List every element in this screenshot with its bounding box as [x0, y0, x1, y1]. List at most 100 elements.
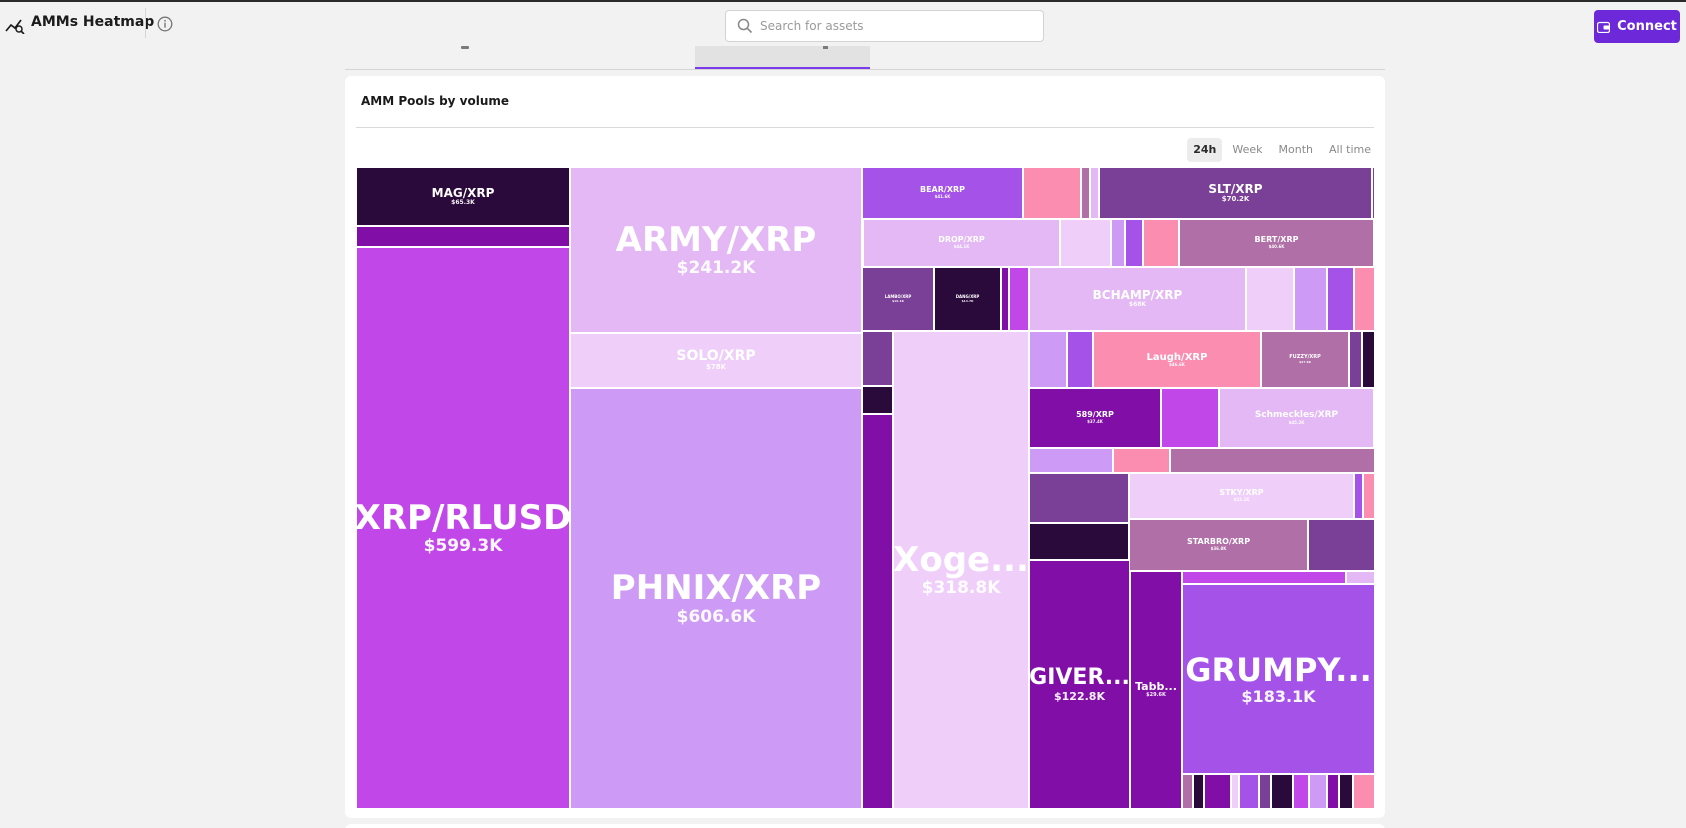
treemap-tile[interactable]: [1009, 267, 1029, 331]
header-divider: [145, 8, 146, 38]
treemap-tile[interactable]: [1308, 519, 1375, 571]
period-all-time[interactable]: All time: [1329, 143, 1371, 156]
tab-strip: [345, 46, 1385, 70]
treemap-tile[interactable]: [1372, 167, 1375, 219]
top-bar: AMMs Heatmap Connect: [0, 2, 1686, 46]
treemap-tile[interactable]: [1067, 331, 1093, 388]
treemap-tile[interactable]: [1293, 774, 1309, 809]
window-top-border: [0, 0, 1686, 2]
treemap-tile[interactable]: [862, 331, 893, 386]
treemap-tile[interactable]: [1125, 219, 1143, 267]
treemap-tile[interactable]: [1161, 388, 1219, 448]
treemap-tile[interactable]: [1259, 774, 1271, 809]
treemap-tile[interactable]: [1111, 219, 1125, 267]
tab-inactive-partial[interactable]: [461, 46, 469, 49]
treemap-tile[interactable]: [1346, 571, 1375, 584]
treemap-tile[interactable]: [1246, 267, 1294, 331]
treemap-tile[interactable]: [1354, 267, 1375, 331]
treemap-tile[interactable]: [1170, 448, 1375, 473]
treemap-tile[interactable]: [1029, 331, 1067, 388]
connect-button[interactable]: Connect: [1594, 10, 1680, 43]
info-icon[interactable]: [157, 16, 173, 32]
treemap-tile[interactable]: [1363, 473, 1375, 519]
period-month[interactable]: Month: [1278, 143, 1313, 156]
pool-name: Laugh/XRP: [1146, 351, 1208, 363]
treemap-tile[interactable]: GRUMPY... $183.1K: [1182, 584, 1375, 774]
treemap-tile[interactable]: [1339, 774, 1353, 809]
pool-name: GIVER...: [1029, 665, 1130, 691]
treemap-tile[interactable]: ARMY/XRP $241.2K: [570, 167, 862, 333]
treemap-tile[interactable]: [1001, 267, 1009, 331]
treemap-tile[interactable]: [1239, 774, 1259, 809]
treemap-tile[interactable]: [1113, 448, 1170, 473]
treemap-tile[interactable]: [1029, 473, 1129, 523]
treemap-tile[interactable]: [356, 226, 570, 247]
treemap-tile[interactable]: [1309, 774, 1327, 809]
treemap-tile[interactable]: [1327, 774, 1339, 809]
next-card-edge: [345, 824, 1385, 828]
pool-name: STKY/XRP: [1219, 488, 1264, 498]
pool-value: $68K: [1128, 301, 1147, 309]
period-24h[interactable]: 24h: [1187, 138, 1223, 162]
treemap-tile[interactable]: [1204, 774, 1231, 809]
treemap-tile[interactable]: [1182, 571, 1346, 584]
treemap-tile[interactable]: [1193, 774, 1204, 809]
treemap-tile[interactable]: 589/XRP $37.4K: [1029, 388, 1161, 448]
treemap-tile[interactable]: [1294, 267, 1327, 331]
treemap-tile[interactable]: GIVER... $122.8K: [1029, 560, 1130, 809]
treemap-tile[interactable]: Xoge... $318.8K: [893, 331, 1029, 809]
treemap-tile[interactable]: Schmeckles/XRP $45.2K: [1219, 388, 1374, 448]
treemap-tile[interactable]: [1349, 331, 1362, 388]
search-box[interactable]: [725, 10, 1044, 42]
treemap-tile[interactable]: FUZZY/XRP $27.6K: [1261, 331, 1349, 388]
treemap-tile[interactable]: DROP/XRP $44.1K: [863, 219, 1060, 267]
treemap-tile[interactable]: [1090, 167, 1099, 219]
treemap-tile[interactable]: BCHAMP/XRP $68K: [1029, 267, 1246, 331]
treemap-tile[interactable]: [1353, 774, 1375, 809]
treemap-tile[interactable]: [862, 386, 893, 414]
treemap-tile[interactable]: [1029, 448, 1113, 473]
search-icon: [737, 18, 753, 34]
tab-active[interactable]: [695, 46, 870, 69]
treemap-tile[interactable]: LAMBO/XRP $16.1K: [862, 267, 934, 331]
pool-value: $45.2K: [1288, 419, 1305, 425]
pool-value: $44.1K: [953, 244, 970, 250]
app-title: AMMs Heatmap: [31, 14, 155, 30]
treemap-tile[interactable]: PHNIX/XRP $606.6K: [570, 388, 862, 809]
treemap-tile[interactable]: [1231, 774, 1239, 809]
pool-name: 589/XRP: [1076, 410, 1114, 420]
treemap-tile[interactable]: SLT/XRP $70.2K: [1099, 167, 1372, 219]
treemap-tile[interactable]: [1081, 167, 1090, 219]
treemap-tile[interactable]: SOLO/XRP $78K: [570, 333, 862, 388]
treemap-tile[interactable]: [862, 414, 893, 809]
treemap-tile[interactable]: STKY/XRP $32.1K: [1129, 473, 1354, 519]
connect-label: Connect: [1617, 19, 1677, 34]
treemap-tile[interactable]: [1023, 167, 1081, 219]
pool-value: $16.1K: [892, 298, 904, 303]
treemap-tile[interactable]: [1362, 331, 1375, 388]
treemap-tile[interactable]: [1182, 774, 1193, 809]
treemap-tile[interactable]: MAG/XRP $65.3K: [356, 167, 570, 226]
pool-value: $65.3K: [451, 198, 475, 206]
treemap-tile[interactable]: BEAR/XRP $41.6K: [862, 167, 1023, 219]
treemap-tile[interactable]: [1354, 473, 1363, 519]
treemap-tile[interactable]: [1143, 219, 1179, 267]
treemap-tile[interactable]: Laugh/XRP $46.6K: [1093, 331, 1261, 388]
treemap-tile[interactable]: [1271, 774, 1293, 809]
treemap-tile[interactable]: STARBRO/XRP $36.8K: [1129, 519, 1308, 571]
pool-value: $318.8K: [921, 578, 1001, 599]
treemap-tile[interactable]: BERT/XRP $40.6K: [1179, 219, 1374, 267]
treemap-tile[interactable]: XRP/RLUSD $599.3K: [356, 247, 570, 809]
pool-value: $41.6K: [934, 194, 951, 200]
pool-value: $29.6K: [1146, 692, 1166, 699]
pool-value: $241.2K: [676, 258, 756, 279]
treemap-tile[interactable]: [1029, 523, 1129, 560]
period-week[interactable]: Week: [1232, 143, 1263, 156]
search-input[interactable]: [760, 16, 1030, 36]
treemap-tile[interactable]: DANG/XRP $14.7K: [934, 267, 1001, 331]
wallet-icon: [1597, 21, 1611, 33]
pool-value: $14.7K: [961, 298, 974, 303]
treemap-tile[interactable]: [1327, 267, 1354, 331]
treemap-tile[interactable]: [1060, 219, 1111, 267]
treemap-tile[interactable]: Tabb... $29.6K: [1130, 571, 1182, 809]
